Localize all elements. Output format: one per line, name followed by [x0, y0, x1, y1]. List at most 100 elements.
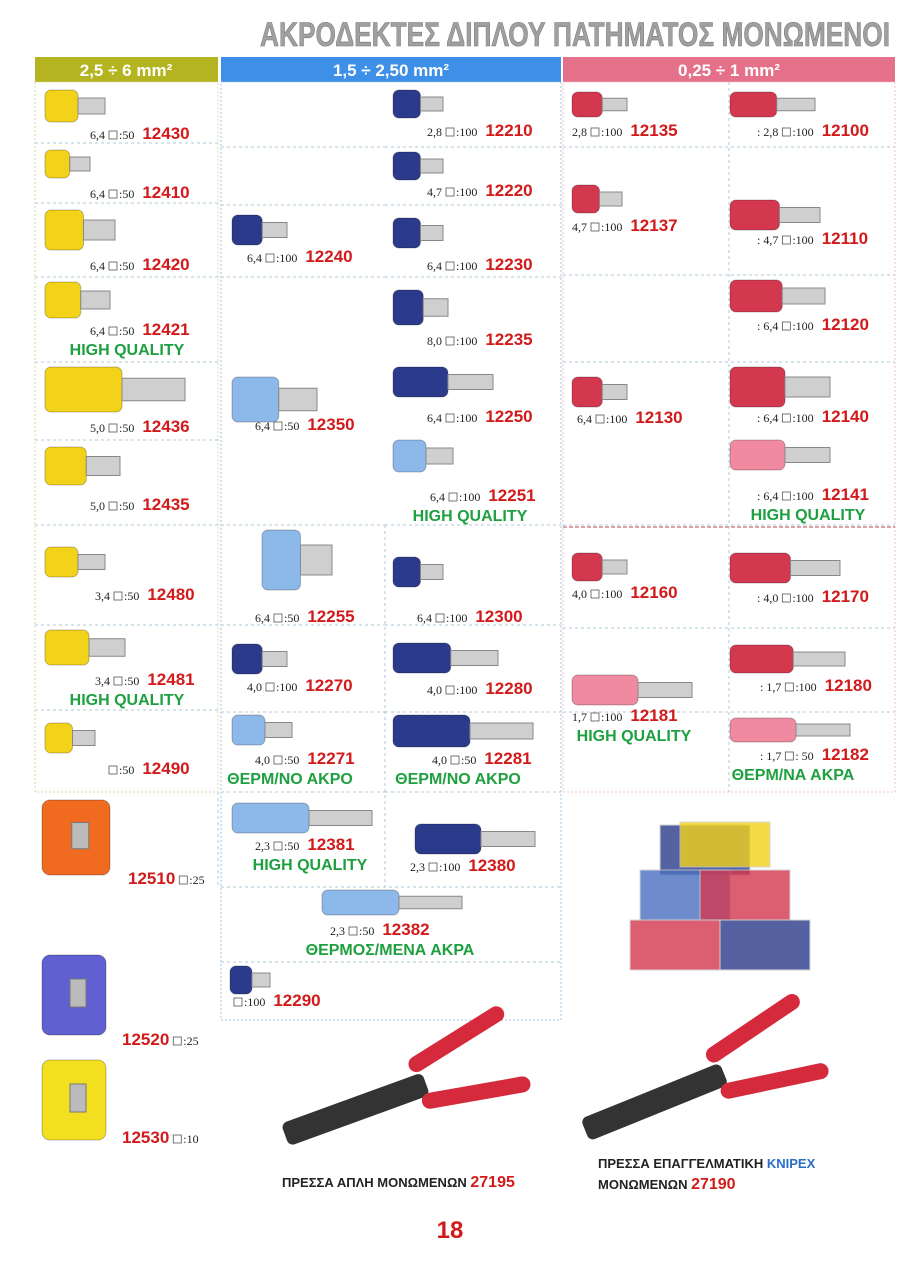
column-box	[34, 81, 219, 793]
pliers-head	[582, 1064, 727, 1140]
badge: ΘΕΡΜ/ΝΑ ΑΚΡΑ	[732, 767, 855, 784]
page-title: ΑΚΡΟΔΕΚΤΕΣ ΔΙΠΛΟΥ ΠΑΤΗΜΑΤΟΣ ΜΟΝΩΜΕΝΟΙ	[260, 16, 890, 54]
item-label: 3,4:50 12481	[95, 670, 195, 689]
product-tab	[300, 544, 333, 576]
qty-icon	[448, 492, 458, 502]
qty-icon	[590, 589, 600, 599]
product-tab	[85, 456, 121, 476]
qty-icon	[445, 261, 455, 271]
label-part: 12230	[485, 255, 532, 274]
label-part: :50	[284, 753, 299, 767]
product-body	[44, 89, 79, 123]
label-part: 1,7	[572, 710, 587, 724]
product-body	[44, 446, 87, 486]
label-part: 6,4	[417, 611, 432, 625]
product-tab	[450, 650, 499, 666]
qty-icon	[445, 127, 455, 137]
label-part: 12170	[822, 587, 869, 606]
qty-icon	[784, 682, 794, 692]
product-body	[44, 722, 73, 754]
product-body	[392, 556, 421, 588]
item-label: 12530:10	[122, 1128, 199, 1147]
product-body	[231, 802, 310, 834]
label-part: 6,4	[427, 259, 442, 273]
item-label: 6,4:100 12230	[427, 255, 533, 274]
product-body	[729, 91, 778, 118]
product-tab	[77, 97, 106, 115]
label-part: 4,0	[255, 753, 270, 767]
product-tab	[795, 723, 851, 737]
badge: ΘΕΡΜ/ΝΟ ΑΚΡΟ	[227, 771, 353, 788]
label-part: : 4,7	[757, 233, 778, 247]
product-body	[729, 366, 786, 408]
item-label: : 1,7: 50 12182	[760, 745, 869, 764]
badge: ΘΕΡΜ/ΝΟ ΑΚΡΟ	[395, 771, 521, 788]
label-part: :50	[119, 187, 134, 201]
qty-icon	[445, 336, 455, 346]
label-part: 12520	[122, 1030, 169, 1049]
label-part: 2,8	[427, 125, 442, 139]
item-label: 5,0:50 12436	[90, 417, 190, 436]
product-tab	[469, 722, 534, 740]
label-part: :50	[119, 128, 134, 142]
item-label: 6,4:50 12420	[90, 255, 190, 274]
qty-icon	[108, 501, 118, 511]
qty-icon	[445, 685, 455, 695]
product-tab	[72, 730, 96, 746]
item-label: 6,4:50 12350	[255, 415, 355, 434]
label-part: :10	[183, 1132, 198, 1146]
product-body	[571, 184, 600, 214]
product-body	[44, 149, 71, 179]
label-part: :100	[456, 683, 477, 697]
product-tab	[278, 387, 318, 412]
label-part: 4,7	[572, 220, 587, 234]
qty-icon	[590, 712, 600, 722]
label-part: :100	[601, 587, 622, 601]
product-body	[44, 366, 123, 413]
label-part: 12140	[822, 407, 869, 426]
qty-icon	[781, 235, 791, 245]
item-label: 6,4:50 12255	[255, 607, 355, 626]
column-header: 1,5 ÷ 2,50 mm²	[333, 61, 449, 80]
label-part: 12381	[307, 835, 354, 854]
item-label: : 6,4:100 12120	[757, 315, 869, 334]
pliers	[282, 1006, 531, 1145]
label-part: 4,0	[247, 680, 262, 694]
product-tab	[637, 682, 693, 698]
item-label: 2,8:100 12210	[427, 121, 533, 140]
label-part: 12382	[382, 920, 429, 939]
product-tab	[601, 97, 628, 112]
tool-label: ΠΡΕΣΣΑ ΕΠΑΓΓΕΛΜΑΤΙΚΗ KNIPEX	[598, 1156, 816, 1171]
label-part: :100	[456, 334, 477, 348]
items: 6,4:50 12430 6,4:50 12410 6,4:50 12420 6,4:50 1…	[41, 89, 872, 1147]
qty-icon	[273, 841, 283, 851]
pliers	[582, 993, 829, 1140]
qty-icon	[108, 326, 118, 336]
item-label: : 4,0:100 12170	[757, 587, 869, 606]
label-part: 4,7	[427, 185, 442, 199]
label-part: :100	[601, 710, 622, 724]
product-tab	[121, 377, 186, 402]
label-part: 12270	[305, 676, 352, 695]
product-body	[392, 439, 427, 473]
tool-label: ΠΡΕΣΣΑ ΑΠΛΗ ΜΟΝΩΜΕΝΩΝ 27195	[282, 1174, 515, 1191]
label-part: : 6,4	[757, 489, 778, 503]
item-label: 6,4:50 12410	[90, 183, 190, 202]
product-body	[231, 643, 263, 675]
label-part: :100	[456, 185, 477, 199]
column-header: 0,25 ÷ 1 mm²	[678, 61, 780, 80]
label-part: 12141	[822, 485, 869, 504]
label-part: 2,8	[572, 125, 587, 139]
label-part: :50	[124, 674, 139, 688]
product-tab	[779, 207, 821, 223]
product-body	[261, 529, 301, 591]
label-part: :50	[119, 259, 134, 273]
product-tab	[77, 554, 106, 570]
product-tab	[88, 638, 126, 657]
item-label: 4,7:100 12220	[427, 181, 533, 200]
product-body	[44, 629, 90, 666]
item-label: :50 12490	[119, 759, 190, 778]
item-label: 2,3:100 12380	[410, 856, 516, 875]
label-part: 12420	[142, 255, 189, 274]
product-body	[231, 714, 266, 746]
